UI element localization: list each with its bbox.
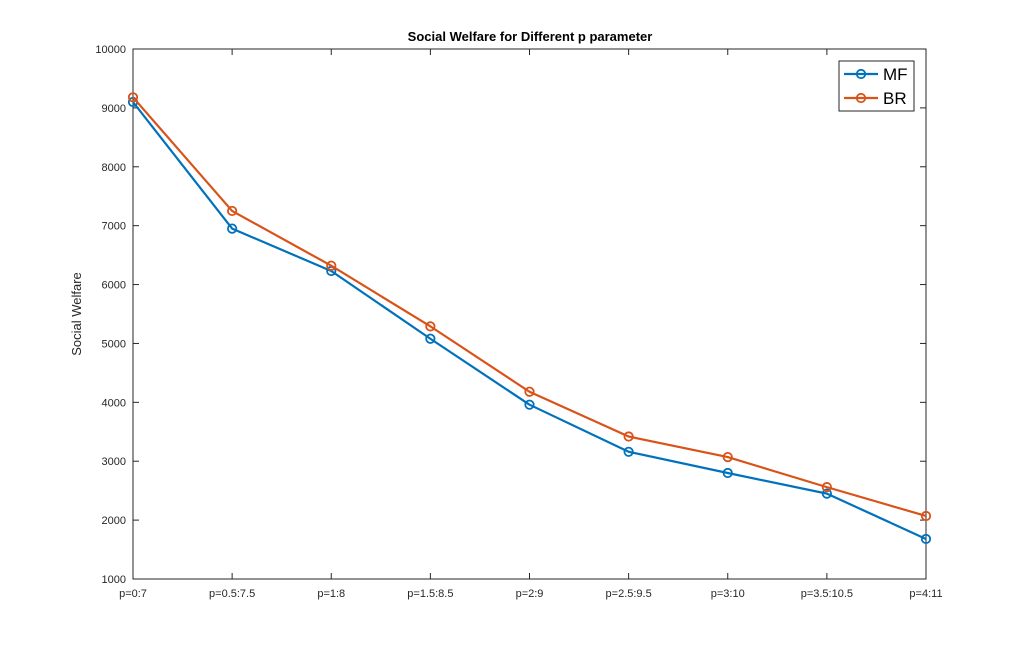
x-tick-label: p=3:10 [711,588,745,600]
y-tick-label: 5000 [102,338,126,350]
data-point-br [326,260,337,271]
y-tick-label: 3000 [102,456,126,468]
series [127,92,932,545]
x-tick-label: p=3.5:10.5 [801,588,853,600]
x-tick-label: p=1:8 [317,588,345,600]
data-point-br [920,510,932,522]
data-point-br [722,451,733,463]
y-tick-label: 1000 [102,574,126,586]
y-tick-label: 6000 [102,280,126,292]
data-point-br [227,205,238,217]
y-tick-label: 10000 [95,44,126,56]
x-tick-label: p=2:9 [516,588,544,600]
plot-area-box [132,48,927,580]
x-tick-label: p=0.5:7.5 [209,588,255,600]
data-point-mf [821,488,832,499]
y-tick-label: 7000 [102,221,126,233]
series-line-mf [132,101,927,540]
data-point-br [425,321,436,332]
x-tick-label: p=1.5:8.5 [407,588,453,600]
y-tick-label: 2000 [102,515,126,527]
y-tick-label: 8000 [102,162,126,174]
data-point-mf [722,467,733,479]
x-tick-label: p=0:7 [119,588,147,600]
axes [132,48,927,580]
legend-label-mf: MF [883,65,908,84]
x-tick-label: p=4:11 [909,588,942,600]
data-point-mf [227,223,238,234]
legend: MF BR [838,60,915,112]
data-point-br [821,482,832,493]
legend-marker-br [855,92,867,104]
legend-label-br: BR [883,89,907,108]
y-tick-label: 9000 [102,103,126,115]
data-point-br [524,386,535,397]
data-point-mf [623,446,634,457]
legend-marker-mf [855,68,867,80]
series-line-br [132,96,927,518]
y-axis-label: Social Welfare [69,272,84,356]
data-point-br [127,92,139,103]
y-tick-label: 4000 [102,397,126,409]
data-point-mf [524,399,535,410]
data-point-br [623,431,634,442]
legend-box [838,60,915,112]
ticks: 1000 2000 3000 4000 5000 6000 7000 8000 9000 1000… [95,44,942,600]
x-tick-label: p=2.5:9.5 [606,588,652,600]
chart-title: Social Welfare for Different p parameter [408,29,653,44]
data-point-mf [425,333,436,344]
data-point-mf [920,533,932,545]
